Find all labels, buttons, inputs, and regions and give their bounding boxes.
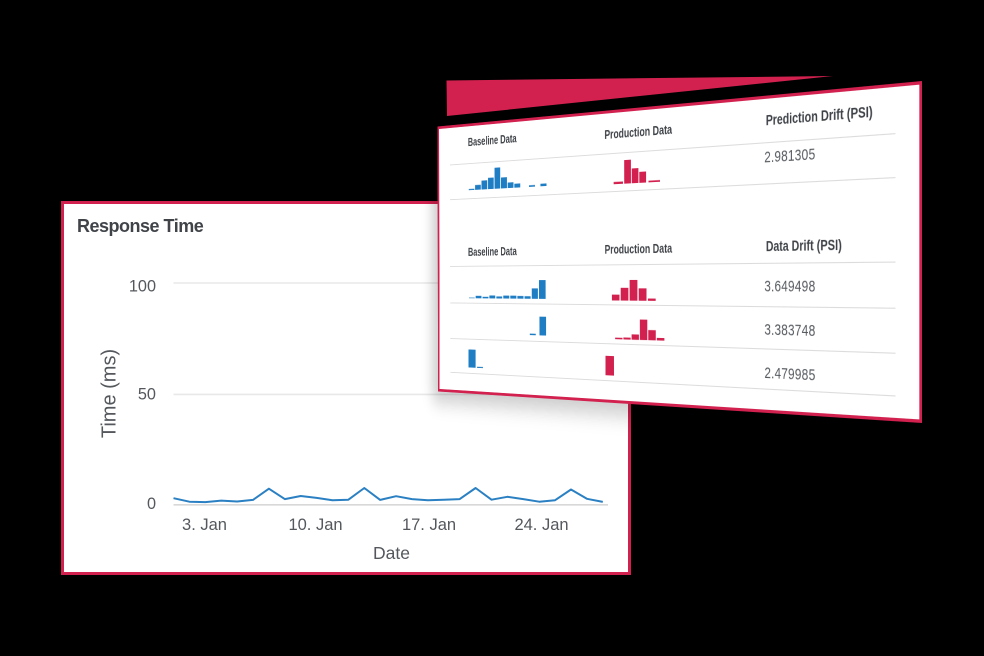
svg-text:Time (ms): Time (ms) <box>99 349 121 438</box>
svg-text:17. Jan: 17. Jan <box>402 516 456 534</box>
svg-text:100: 100 <box>129 278 156 296</box>
svg-text:50: 50 <box>138 385 156 403</box>
svg-text:10. Jan: 10. Jan <box>288 516 342 534</box>
svg-text:3. Jan: 3. Jan <box>182 516 227 534</box>
svg-text:0: 0 <box>147 495 156 513</box>
svg-text:Date: Date <box>373 543 410 563</box>
svg-text:24. Jan: 24. Jan <box>514 516 568 534</box>
